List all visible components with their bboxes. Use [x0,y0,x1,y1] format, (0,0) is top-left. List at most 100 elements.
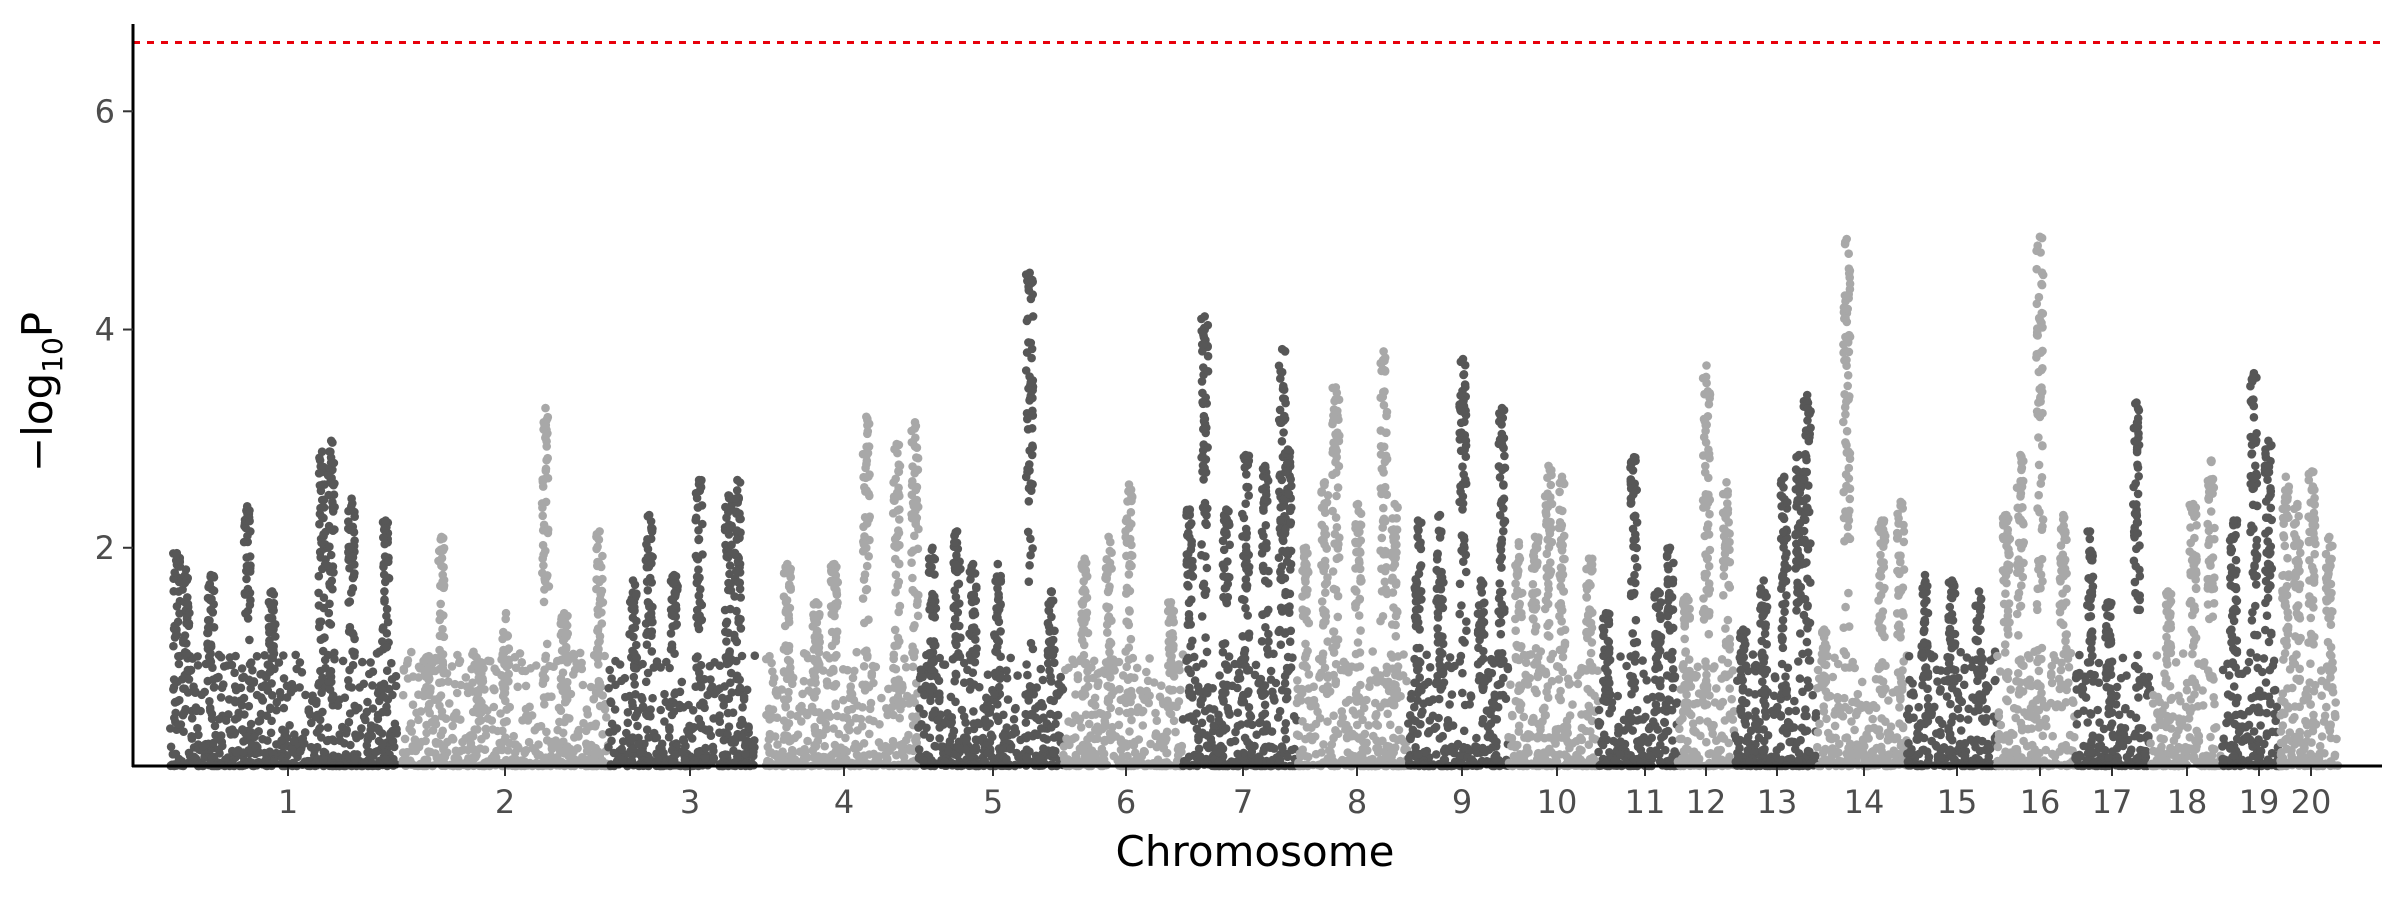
snp-point [1393,735,1402,745]
peak-snp-point [862,412,871,422]
snp-point [182,649,192,658]
snp-point [203,615,213,625]
peak-snp-point [783,559,792,569]
snp-point [965,567,975,577]
snp-point [174,720,183,729]
snp-point [540,585,549,594]
snp-point [525,702,534,712]
snp-point [437,561,446,570]
snp-point [934,696,944,706]
snp-point [858,449,868,459]
snp-point [1022,752,1032,762]
snp-point [562,713,571,723]
snp-point [345,665,354,675]
snp-point [799,676,809,686]
snp-point [439,611,448,620]
snp-point [738,733,747,742]
snp-point [166,724,175,733]
snp-point [540,700,549,709]
snp-point [668,579,678,588]
snp-point [832,588,841,598]
snp-point [1187,540,1196,550]
snp-point [1014,752,1023,762]
snp-point [561,642,571,652]
snp-point [1142,667,1151,677]
snp-point [501,755,511,765]
snp-point [1194,735,1203,745]
snp-point [340,693,350,702]
snp-point [1193,682,1203,691]
snp-point [1354,751,1364,761]
snp-point [1279,381,1288,391]
peak-snp-point [422,652,432,662]
snp-point [1024,688,1033,698]
snp-point [828,664,838,674]
snp-point [1240,654,1250,663]
snp-point [218,741,227,751]
snp-point [171,708,180,718]
snp-point [1331,726,1340,735]
snp-point [244,701,254,711]
snp-point [1269,744,1279,753]
snp-point [1238,632,1247,641]
snp-point [408,672,418,681]
snp-point [908,662,918,672]
snp-point [483,714,493,723]
snp-point [304,707,314,716]
snp-point [380,587,389,596]
snp-point [329,458,339,468]
snp-point [660,717,669,726]
snp-point [187,714,197,723]
snp-point [310,746,319,756]
snp-point [593,542,602,552]
snp-point [350,754,360,764]
snp-point [268,691,277,700]
snp-point [437,650,447,659]
snp-point [700,703,709,713]
snp-point [1085,747,1095,756]
snp-point [916,665,926,674]
snp-point [192,706,201,716]
snp-point [812,618,822,627]
snp-point [732,526,742,535]
snp-point [1317,597,1327,606]
snp-point [231,651,240,661]
snp-point [598,574,607,584]
snp-point [813,736,823,746]
snp-point [203,623,213,632]
snp-point [277,736,286,745]
snp-point [915,704,924,713]
snp-point [1068,655,1077,664]
snp-point [1155,733,1165,742]
snp-point [560,749,569,758]
snp-point [859,540,869,549]
snp-point [780,731,789,740]
snp-point [245,516,254,526]
snp-point [634,739,643,749]
snp-point [470,725,480,734]
snp-point [1243,611,1252,620]
snp-point [538,511,547,521]
snp-point [314,571,324,581]
snp-point [193,661,203,670]
snp-point [1364,721,1373,730]
peak-snp-point [347,494,356,504]
snp-point [543,525,553,534]
snp-point [208,608,218,617]
peak-snp-point [1222,505,1231,514]
snp-point [1371,711,1380,721]
snp-point [1185,691,1195,700]
snp-point [311,712,321,722]
snp-point [469,754,478,764]
snp-point [325,618,334,628]
snp-point [169,682,179,692]
snp-point [358,657,367,667]
snp-point [1028,312,1038,321]
snp-point [378,623,388,632]
snp-point [773,740,782,749]
snp-point [1318,652,1327,662]
snp-point [744,722,753,731]
snp-point [1122,617,1131,626]
chromosome-3-points [604,475,760,771]
snp-point [1123,688,1133,697]
